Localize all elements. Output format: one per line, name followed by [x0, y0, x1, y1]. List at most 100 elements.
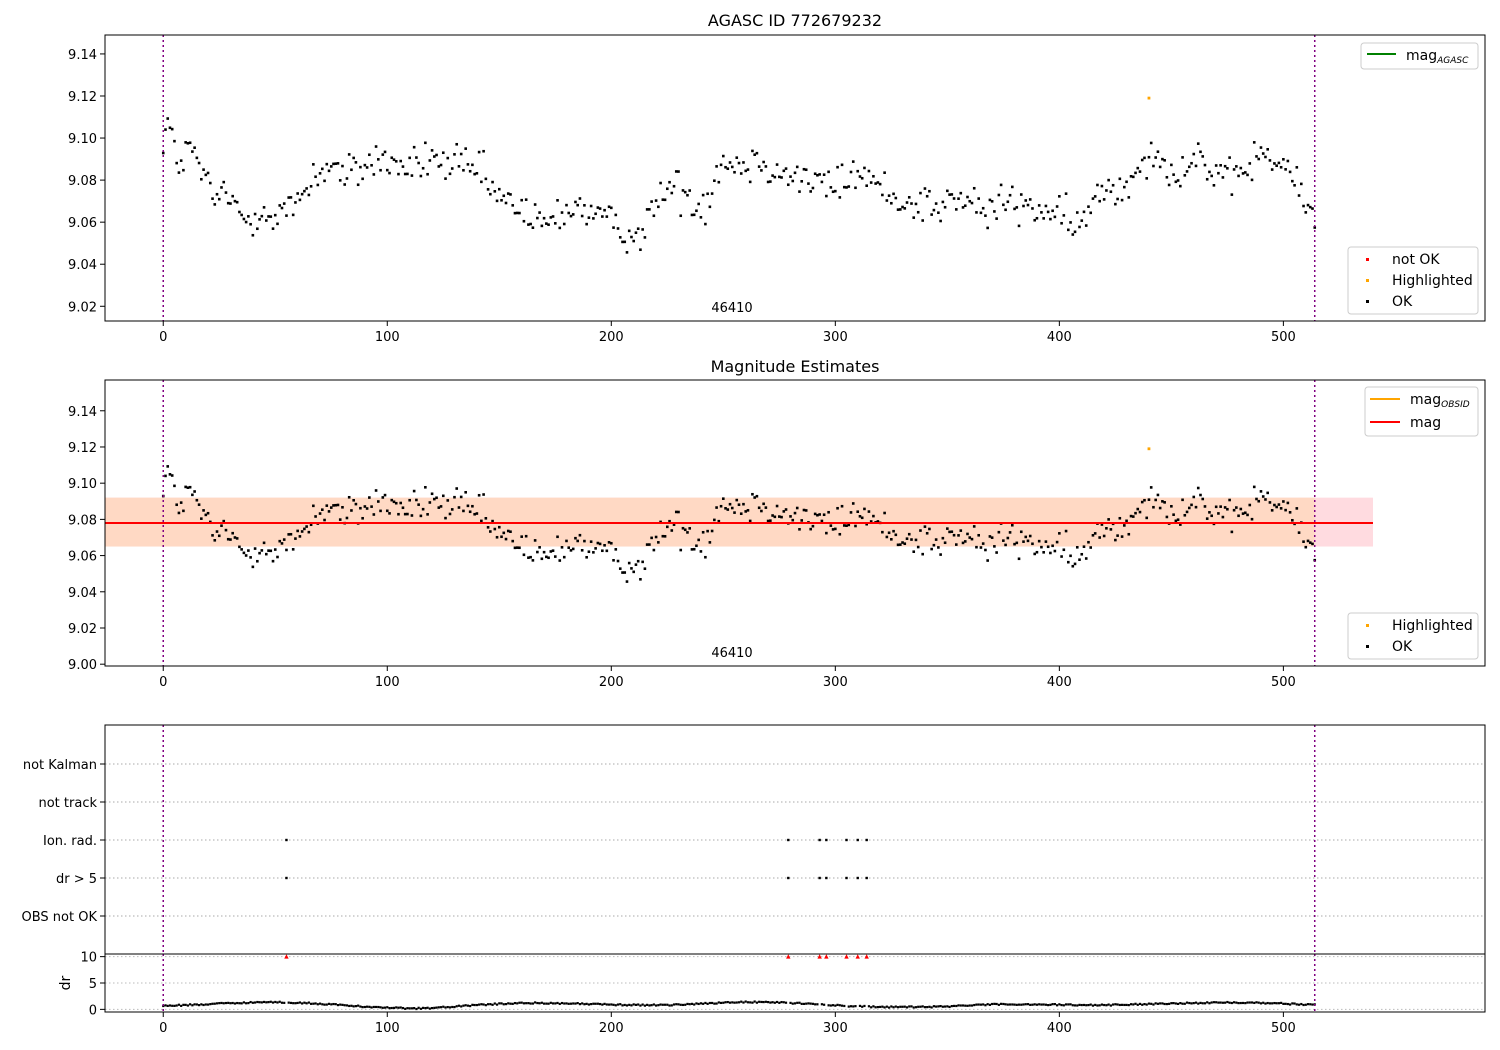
p4-dr-point [527, 1002, 530, 1005]
p1-ok-point [701, 193, 705, 197]
p1-ok-point [1311, 207, 1314, 210]
p2-ok-point [448, 512, 452, 516]
p2-ok-point [914, 538, 918, 542]
p1-ok-point [524, 198, 528, 201]
p1-ok-point [892, 192, 895, 196]
p1-ok-point [677, 170, 680, 173]
p1-ok-point [975, 211, 978, 214]
p4-dr-point [1002, 1002, 1005, 1006]
p2-ok-point [923, 525, 927, 528]
p4-dr-point [395, 1006, 398, 1009]
p1-xtick-label-100: 100 [375, 330, 400, 345]
p2-ok-point [623, 571, 627, 574]
p4-dr-point [1170, 1002, 1173, 1005]
p4-dr-point [1262, 1001, 1265, 1004]
p2-ok-point [226, 537, 230, 541]
p4-dr-point [702, 1002, 705, 1005]
p2-ok-point [1176, 518, 1180, 522]
panel1-obsid-annotation: 46410 [711, 301, 752, 316]
p3-flag-event [818, 838, 821, 842]
p2-ok-point [1203, 505, 1207, 508]
p1-ok-point [379, 168, 382, 172]
p2-ok-point [1165, 515, 1169, 519]
p4-dr-point [1241, 1001, 1245, 1005]
p1-ok-point [766, 180, 770, 184]
p4-dr-point [905, 1006, 909, 1009]
p1-ok-point [325, 162, 329, 166]
p2-ok-point [1134, 511, 1137, 515]
p4-dr-point [988, 1003, 992, 1006]
p4-dr-point [852, 1005, 855, 1008]
p2-ok-point [652, 548, 656, 552]
p4-dr-point [820, 1003, 823, 1006]
panel-magnitude-estimates: Magnitude Estimates 0 100 200 300 400 5009.00… [68, 357, 1486, 690]
p4-dr-point [502, 1003, 505, 1006]
p2-ok-point [531, 559, 535, 562]
p4-dr-point [666, 1003, 669, 1006]
panel2-title: Magnitude Estimates [711, 357, 880, 376]
p4-dr-point [540, 1001, 543, 1004]
p1-ok-point [1156, 150, 1160, 154]
p2-ok-point [562, 555, 566, 559]
panel-agasc: AGASC ID 772679232 0 100 200 300 400 5009.029… [68, 11, 1486, 345]
p2-ok-point [831, 528, 835, 531]
p1-ok-point [415, 156, 418, 159]
p1-ok-point [197, 161, 201, 165]
p4-dr-point [814, 1003, 817, 1006]
p1-ok-point [890, 201, 893, 205]
p4-dr-point [993, 1002, 996, 1005]
p1-ok-point [249, 222, 252, 226]
p1-ok-point [699, 216, 703, 219]
p2-ok-point [995, 551, 998, 554]
p1-ok-point [437, 165, 441, 168]
p2-ok-point [1116, 534, 1119, 537]
p1-ok-point [867, 169, 871, 173]
p4-dr-point [1017, 1003, 1021, 1006]
p2-ok-point [928, 527, 931, 531]
p1-ok-point [1026, 203, 1030, 207]
p4-dr-point [482, 1003, 485, 1006]
p2-ok-point [1277, 503, 1281, 506]
p1-ok-point [878, 182, 882, 186]
p1-ok-point [589, 204, 593, 208]
p2-ytick-label: 9.08 [68, 513, 97, 528]
p1-ok-point [497, 187, 501, 191]
p4-dr-point [646, 1003, 649, 1006]
p4-dr-point [507, 1002, 510, 1005]
p3-flag-event [825, 838, 828, 842]
p1-ok-point [1248, 162, 1252, 165]
p2-ok-point [1295, 507, 1299, 510]
p1-ok-point [1226, 167, 1229, 170]
p1-ok-point [813, 172, 817, 176]
p1-ok-point [1118, 177, 1122, 181]
p2-ok-point [347, 495, 351, 499]
p2-ok-point [1286, 501, 1290, 505]
p2-ok-point [869, 520, 873, 523]
p4-dr-point [1042, 1003, 1045, 1006]
p4-dr-point [1076, 1004, 1079, 1007]
p2-ok-point [1284, 508, 1287, 512]
p4-dr-point [858, 1004, 862, 1008]
p2-ok-point [179, 501, 183, 504]
p1-ok-point [710, 192, 714, 195]
p1-ok-point [1145, 177, 1149, 180]
p2-ok-point [666, 525, 669, 529]
p1-ok-point [827, 170, 830, 174]
p4-dr-point [1118, 1003, 1121, 1007]
p2-ok-point [903, 542, 907, 546]
legend-not-ok-label: not OK [1392, 252, 1440, 268]
p4-dr-point [457, 1004, 461, 1007]
p2-ok-point [648, 543, 651, 546]
p2-ok-point [428, 501, 432, 504]
p1-ok-point [1051, 209, 1054, 213]
p2-ok-point [583, 539, 586, 543]
p2-ok-point [1060, 555, 1063, 558]
p2-ok-point [506, 529, 510, 533]
p2-ok-point [217, 534, 221, 538]
p1-ok-point [1091, 197, 1095, 200]
p2-ok-point [966, 532, 969, 536]
p1-ok-point [560, 211, 564, 214]
p4-dr-point [1143, 1002, 1146, 1006]
p4-dr-point [500, 1002, 503, 1005]
p2-ok-point [784, 508, 788, 511]
